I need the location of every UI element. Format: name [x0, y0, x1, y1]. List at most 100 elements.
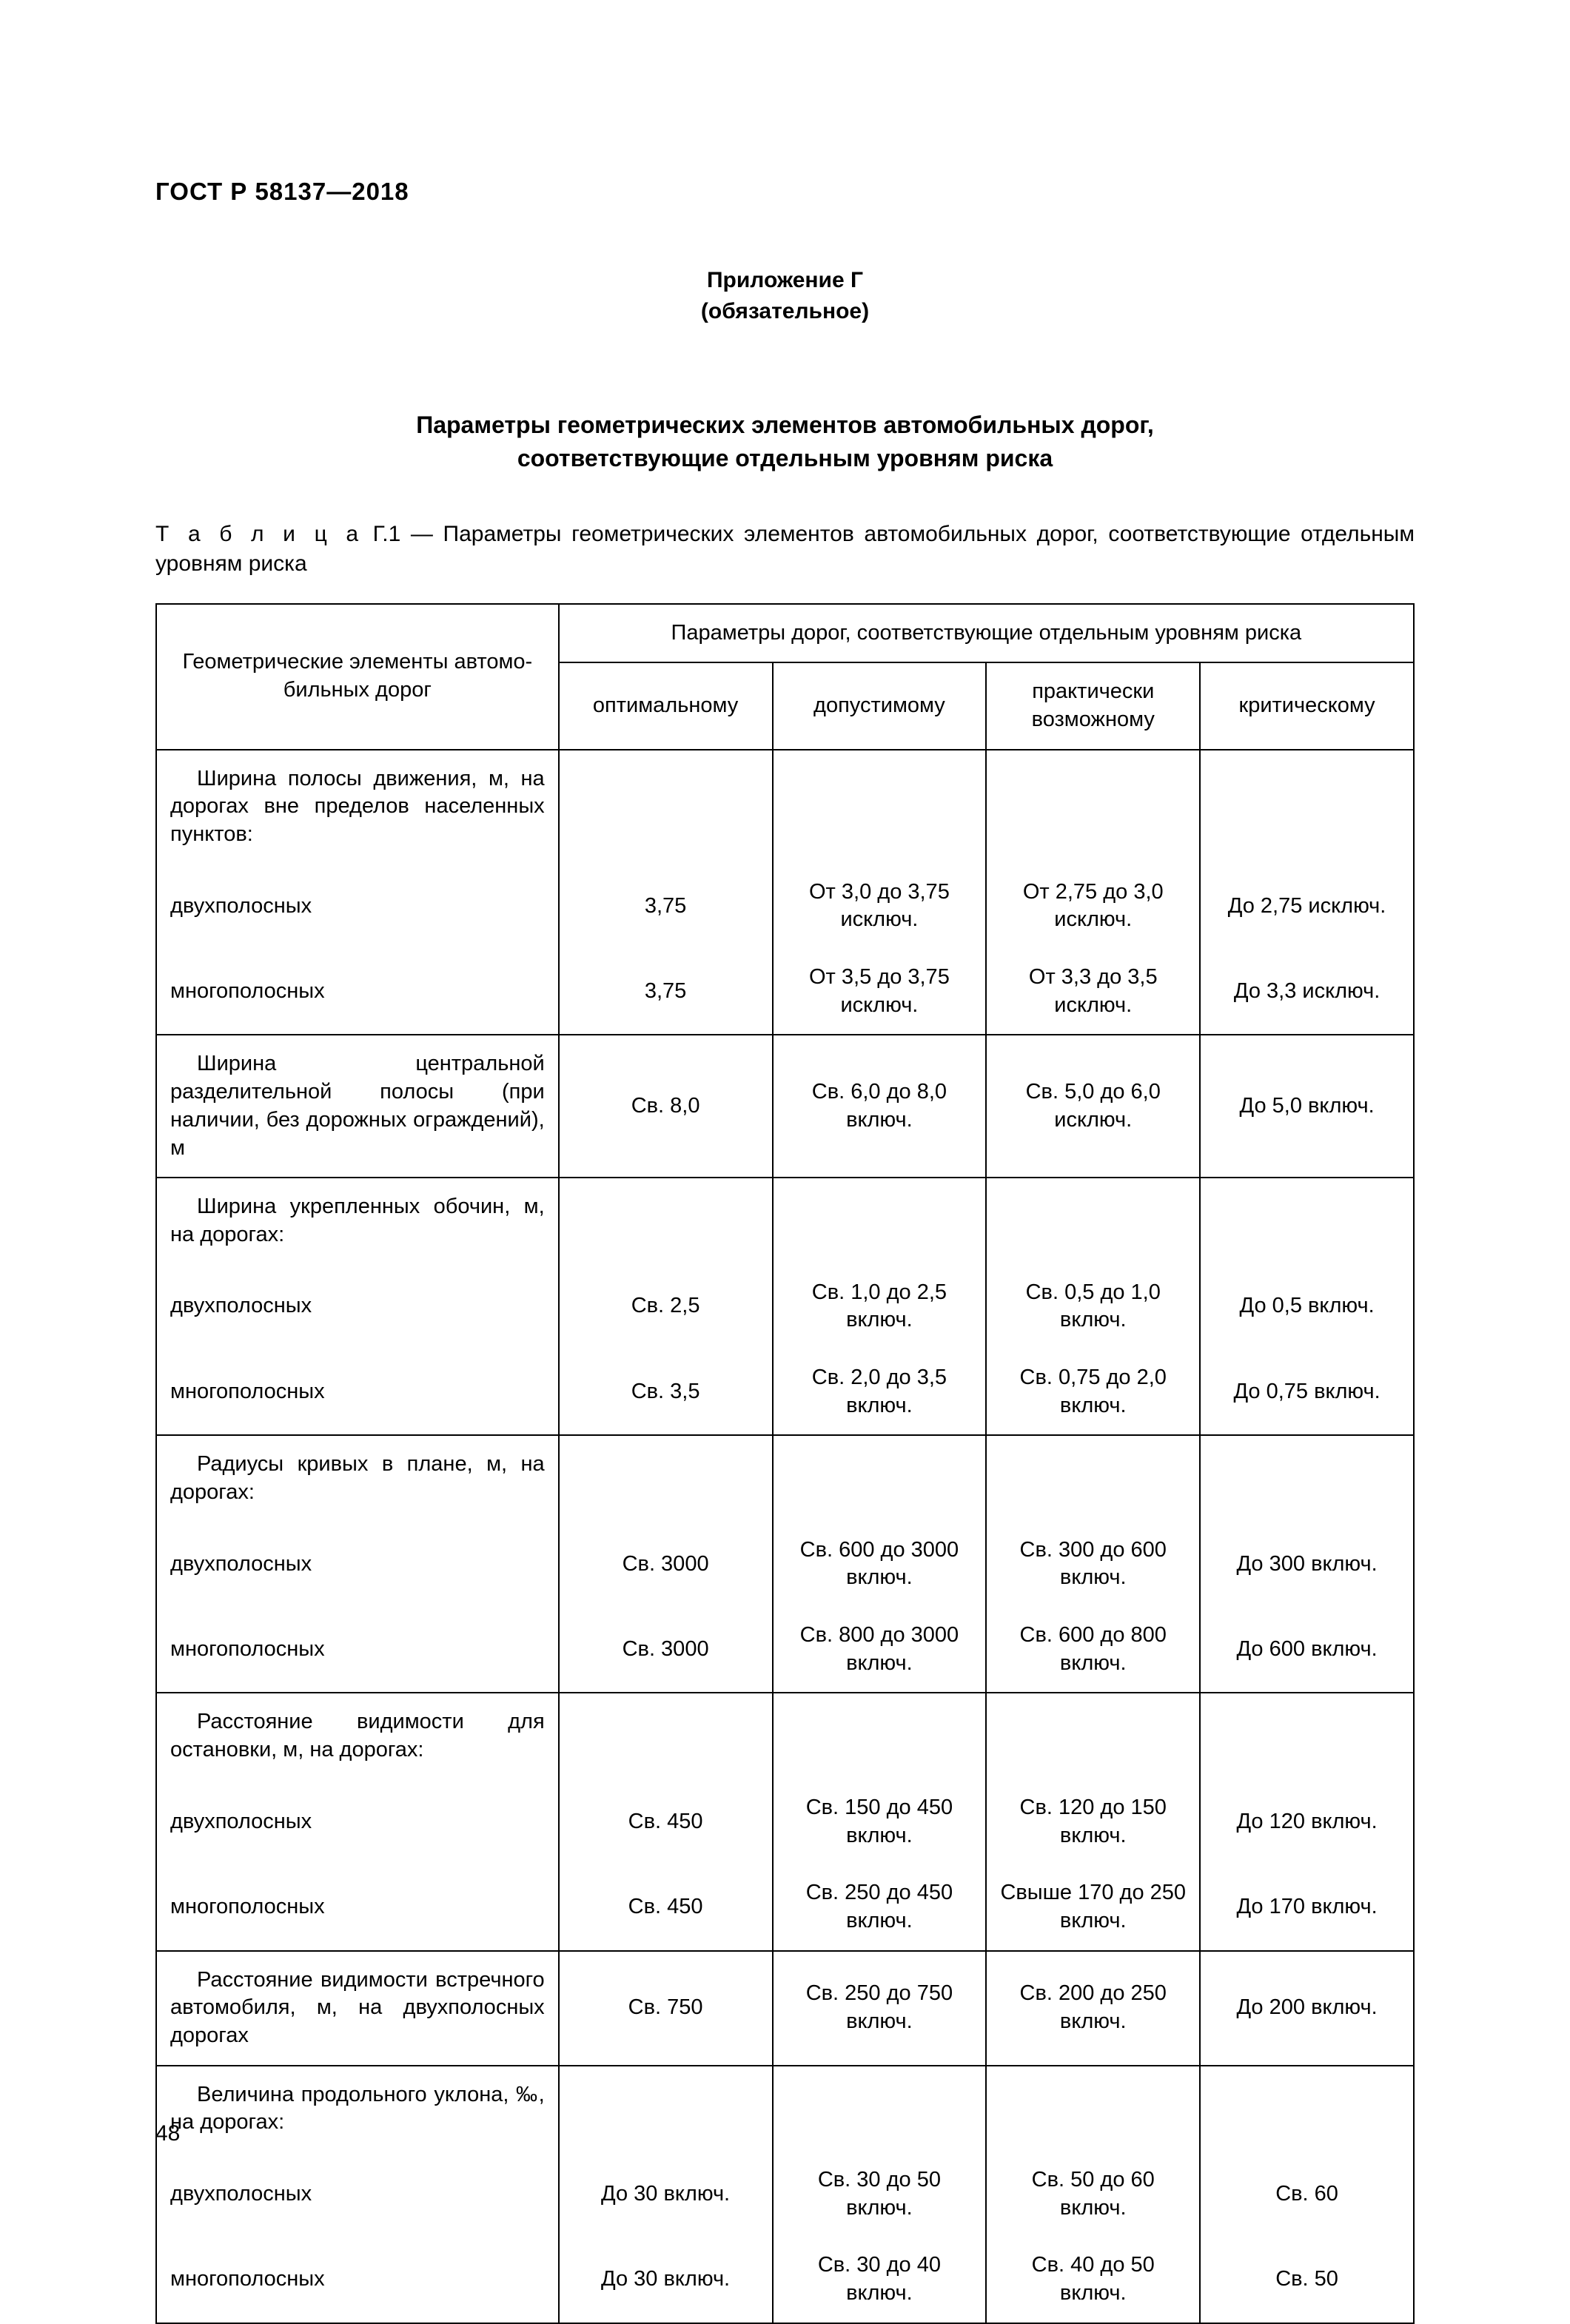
category-cell: Ширина полосы движения, м, на дорогах вн…	[156, 750, 559, 864]
table-cell: 3,75	[559, 949, 773, 1035]
subcategory-cell: двухполосных	[156, 1264, 559, 1349]
table-cell: Св. 3000	[559, 1522, 773, 1607]
table-cell: Св. 600 до 800 включ.	[986, 1607, 1200, 1693]
table-cell: Св. 3,5	[559, 1349, 773, 1435]
table-cell	[559, 1693, 773, 1779]
table-cell: Св. 600 до 3000 включ.	[773, 1522, 987, 1607]
table-cell	[773, 1693, 987, 1779]
table-cell	[986, 1435, 1200, 1521]
page: ГОСТ Р 58137—2018 Приложение Г (обязател…	[0, 0, 1570, 2220]
appendix-title: Приложение Г	[155, 265, 1415, 296]
category-cell: Расстояние видимости встречного автомоби…	[156, 1951, 559, 2066]
table-cell	[986, 1693, 1200, 1779]
table-cell: Св. 200 до 250 включ.	[986, 1951, 1200, 2066]
table-row: двухполосныхДо 30 включ.Св. 30 до 50 вкл…	[156, 2152, 1414, 2237]
col-prac-line2: возможному	[1032, 708, 1155, 731]
table-row: двухполосныхСв. 3000Св. 600 до 3000 вклю…	[156, 1522, 1414, 1607]
col-header-optimal: оптимальному	[559, 662, 773, 749]
table-cell: Св. 450	[559, 1864, 773, 1950]
table-cell: Св. 120 до 150 включ.	[986, 1779, 1200, 1864]
table-cell: Св. 750	[559, 1951, 773, 2066]
table-cell: Св. 250 до 750 включ.	[773, 1951, 987, 2066]
table-cell	[1200, 750, 1414, 864]
table-cell: Св. 50 до 60 включ.	[986, 2152, 1200, 2237]
table-cell	[559, 1178, 773, 1263]
col-prac-line1: практически	[1032, 679, 1154, 703]
table-cell: Св. 40 до 50 включ.	[986, 2237, 1200, 2323]
table-cell	[1200, 1435, 1414, 1521]
table-row: многополосныхСв. 450Св. 250 до 450 включ…	[156, 1864, 1414, 1950]
category-cell: Радиусы кривых в плане, м, на дорогах:	[156, 1435, 559, 1521]
table-cell	[986, 2066, 1200, 2152]
table-cell: До 120 включ.	[1200, 1779, 1414, 1864]
table-row: двухполосныхСв. 450Св. 150 до 450 включ.…	[156, 1779, 1414, 1864]
table-cell: Св. 300 до 600 включ.	[986, 1522, 1200, 1607]
subcategory-cell: двухполосных	[156, 2152, 559, 2237]
table-row: Ширина полосы движения, м, на дорогах вн…	[156, 750, 1414, 864]
subcategory-cell: многополосных	[156, 949, 559, 1035]
table-cell: Св. 30 до 40 включ.	[773, 2237, 987, 2323]
table-cell: Св. 5,0 до 6,0 исключ.	[986, 1035, 1200, 1178]
header-top: Параметры дорог, соответствующие отдельн…	[559, 604, 1414, 663]
table-cell	[773, 750, 987, 864]
title-line1: Параметры геометрических элементов автом…	[155, 409, 1415, 442]
table-cell	[986, 750, 1200, 864]
page-number: 48	[155, 2121, 180, 2146]
table-cell	[1200, 1693, 1414, 1779]
table-cell: Св. 250 до 450 включ.	[773, 1864, 987, 1950]
table-row: многополосныхСв. 3000Св. 800 до 3000 вкл…	[156, 1607, 1414, 1693]
subcategory-cell: многополосных	[156, 1607, 559, 1693]
table-cell: До 0,5 включ.	[1200, 1264, 1414, 1349]
table-cell: До 600 включ.	[1200, 1607, 1414, 1693]
table-cell: От 3,3 до 3,5 исключ.	[986, 949, 1200, 1035]
table-cell: Св. 2,0 до 3,5 включ.	[773, 1349, 987, 1435]
table-cell: Св. 60	[1200, 2152, 1414, 2237]
parameters-table: Геометрические элементы автомо- бильных …	[155, 603, 1415, 2324]
title-line2: соответствующие отдельным уровням риска	[155, 442, 1415, 475]
table-caption: Т а б л и ц а Г.1 — Параметры геометриче…	[155, 520, 1415, 580]
table-cell	[559, 750, 773, 864]
table-cell	[559, 2066, 773, 2152]
table-cell: Св. 3000	[559, 1607, 773, 1693]
subcategory-cell: двухполосных	[156, 1522, 559, 1607]
table-row: двухполосныхСв. 2,5Св. 1,0 до 2,5 включ.…	[156, 1264, 1414, 1349]
table-cell: Св. 0,75 до 2,0 включ.	[986, 1349, 1200, 1435]
subcategory-cell: многополосных	[156, 2237, 559, 2323]
caption-prefix: Т а б л и ц а	[155, 522, 363, 546]
table-row: Расстояние видимости встречного автомоби…	[156, 1951, 1414, 2066]
table-cell: До 5,0 включ.	[1200, 1035, 1414, 1178]
col-header-admissible: допустимому	[773, 662, 987, 749]
table-cell: От 2,75 до 3,0 исключ.	[986, 864, 1200, 949]
table-cell: До 30 включ.	[559, 2152, 773, 2237]
header-left: Геометрические элементы автомо- бильных …	[156, 604, 559, 750]
table-cell: Св. 800 до 3000 включ.	[773, 1607, 987, 1693]
appendix-heading: Приложение Г (обязательное)	[155, 265, 1415, 327]
table-cell: Св. 0,5 до 1,0 включ.	[986, 1264, 1200, 1349]
table-cell: Св. 8,0	[559, 1035, 773, 1178]
table-row: Ширина центральной разделительной полосы…	[156, 1035, 1414, 1178]
table-header: Геометрические элементы автомо- бильных …	[156, 604, 1414, 750]
table-cell: Свыше 170 до 250 включ.	[986, 1864, 1200, 1950]
table-row: Расстояние видимости для остановки, м, н…	[156, 1693, 1414, 1779]
table-cell: От 3,5 до 3,75 исключ.	[773, 949, 987, 1035]
category-cell: Ширина центральной разделительной полосы…	[156, 1035, 559, 1178]
table-cell	[986, 1178, 1200, 1263]
table-cell	[1200, 2066, 1414, 2152]
table-row: Ширина укрепленных обочин, м, на дорогах…	[156, 1178, 1414, 1263]
category-cell: Ширина укрепленных обочин, м, на дорогах…	[156, 1178, 559, 1263]
table-cell	[773, 2066, 987, 2152]
table-cell: До 2,75 исключ.	[1200, 864, 1414, 949]
subcategory-cell: двухполосных	[156, 864, 559, 949]
table-cell: До 0,75 включ.	[1200, 1349, 1414, 1435]
table-cell: До 30 включ.	[559, 2237, 773, 2323]
table-cell: До 3,3 исключ.	[1200, 949, 1414, 1035]
table-cell	[559, 1435, 773, 1521]
table-cell: Св. 30 до 50 включ.	[773, 2152, 987, 2237]
table-cell: Св. 450	[559, 1779, 773, 1864]
subcategory-cell: многополосных	[156, 1864, 559, 1950]
table-cell: До 170 включ.	[1200, 1864, 1414, 1950]
table-row: Радиусы кривых в плане, м, на дорогах:	[156, 1435, 1414, 1521]
table-cell: Св. 2,5	[559, 1264, 773, 1349]
table-cell: До 300 включ.	[1200, 1522, 1414, 1607]
subcategory-cell: многополосных	[156, 1349, 559, 1435]
